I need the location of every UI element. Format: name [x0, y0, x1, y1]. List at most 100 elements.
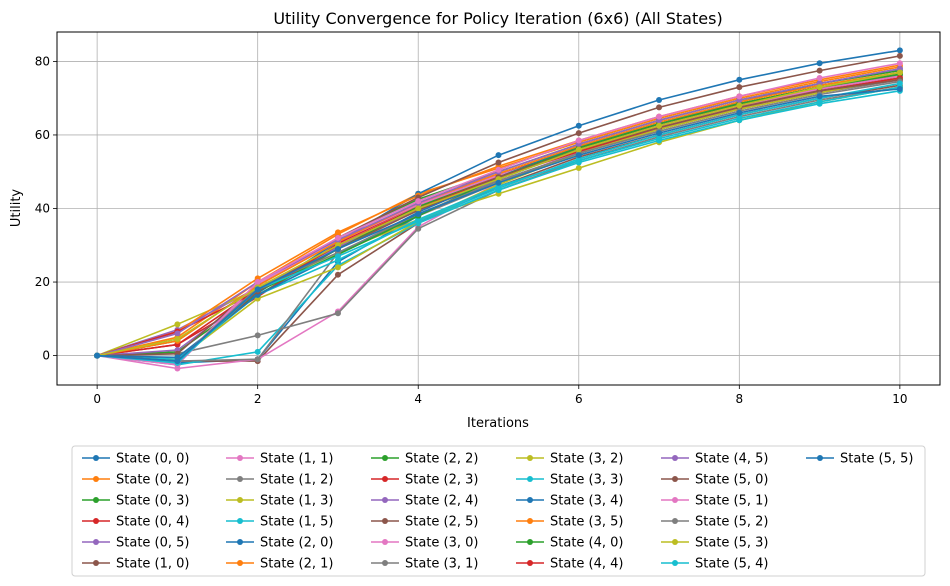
data-point	[896, 47, 903, 54]
series-group	[94, 71, 903, 365]
data-point	[896, 69, 903, 76]
data-point	[656, 122, 663, 129]
legend-marker	[237, 497, 243, 503]
legend-marker	[382, 455, 388, 461]
legend-item: State (3, 4)	[516, 494, 624, 509]
legend-label: State (0, 3)	[116, 494, 190, 509]
legend-item: State (4, 5)	[661, 452, 769, 467]
legend-marker	[672, 455, 678, 461]
legend-label: State (3, 3)	[550, 473, 624, 488]
legend-label: State (2, 5)	[405, 515, 479, 530]
series-line	[96, 71, 901, 357]
legend-item: State (2, 2)	[371, 452, 479, 467]
legend-marker	[93, 539, 99, 545]
legend-item: State (2, 4)	[371, 494, 479, 509]
data-point	[896, 85, 903, 92]
data-point	[174, 336, 181, 343]
data-point	[254, 348, 261, 355]
series-group	[94, 76, 903, 359]
data-point	[495, 166, 502, 173]
data-point	[656, 130, 663, 137]
data-point	[736, 109, 743, 116]
data-point	[254, 279, 261, 286]
data-point	[94, 352, 101, 359]
legend-marker	[527, 476, 533, 482]
legend-item: State (3, 2)	[516, 452, 624, 467]
legend-label: State (2, 3)	[405, 473, 479, 488]
legend-item: State (1, 1)	[226, 452, 334, 467]
legend-label: State (1, 5)	[260, 515, 334, 530]
series-line	[96, 86, 901, 357]
data-point	[736, 84, 743, 91]
data-point	[415, 198, 422, 205]
legend-label: State (0, 4)	[116, 515, 190, 530]
data-point	[575, 122, 582, 129]
series-group	[94, 74, 903, 359]
legend-item: State (0, 2)	[82, 473, 190, 488]
legend-item: State (2, 3)	[371, 473, 479, 488]
legend-item: State (5, 2)	[661, 515, 769, 530]
legend-marker	[527, 455, 533, 461]
legend-label: State (5, 4)	[695, 557, 769, 572]
data-point	[174, 358, 181, 365]
series-group	[94, 84, 903, 359]
data-point	[896, 60, 903, 67]
legend-item: State (3, 1)	[371, 557, 479, 572]
legend-marker	[382, 560, 388, 566]
data-point	[334, 253, 341, 260]
data-point	[334, 229, 341, 236]
legend-marker	[672, 539, 678, 545]
x-tick-label: 6	[575, 392, 583, 406]
legend-marker	[382, 476, 388, 482]
data-point	[254, 332, 261, 339]
series-group	[94, 69, 903, 359]
legend-item: State (2, 1)	[226, 557, 334, 572]
legend-label: State (3, 1)	[405, 557, 479, 572]
axis-ticks: 0 2 4 6 8 10 0 20 40 60 80	[35, 54, 908, 406]
x-tick-label: 8	[735, 392, 743, 406]
legend-label: State (1, 0)	[116, 557, 190, 572]
data-point	[736, 102, 743, 109]
legend-label: State (2, 1)	[260, 557, 334, 572]
legend-marker	[93, 560, 99, 566]
data-point	[334, 310, 341, 317]
data-point	[174, 321, 181, 328]
legend-item: State (2, 5)	[371, 515, 479, 530]
legend-item: State (5, 0)	[661, 473, 769, 488]
legend-item: State (3, 0)	[371, 536, 479, 551]
series-group	[94, 74, 903, 359]
legend-marker	[527, 560, 533, 566]
legend-marker	[672, 560, 678, 566]
data-point	[816, 84, 823, 91]
data-point	[896, 52, 903, 59]
legend-label: State (0, 2)	[116, 473, 190, 488]
data-point	[174, 330, 181, 337]
legend-marker	[527, 518, 533, 524]
legend-label: State (5, 0)	[695, 473, 769, 488]
y-tick-label: 0	[42, 349, 50, 363]
legend-label: State (3, 5)	[550, 515, 624, 530]
series-line	[97, 86, 901, 361]
data-point	[816, 67, 823, 74]
data-point	[656, 104, 663, 111]
legend-label: State (0, 0)	[116, 452, 190, 467]
legend-marker	[237, 539, 243, 545]
legend-item: State (0, 0)	[82, 452, 190, 467]
data-point	[736, 93, 743, 100]
legend-label: State (2, 4)	[405, 494, 479, 509]
series-group	[94, 73, 903, 359]
data-point	[334, 234, 341, 241]
legend-marker	[237, 455, 243, 461]
legend-item: State (5, 4)	[661, 557, 769, 572]
data-point	[575, 165, 582, 172]
legend-label: State (0, 5)	[116, 536, 190, 551]
legend-item: State (1, 5)	[226, 515, 334, 530]
legend-label: State (4, 0)	[550, 536, 624, 551]
data-point	[495, 152, 502, 159]
data-point	[656, 113, 663, 120]
data-point	[334, 271, 341, 278]
legend-item: State (2, 0)	[226, 536, 334, 551]
series-line	[97, 86, 901, 357]
legend-marker	[817, 455, 823, 461]
